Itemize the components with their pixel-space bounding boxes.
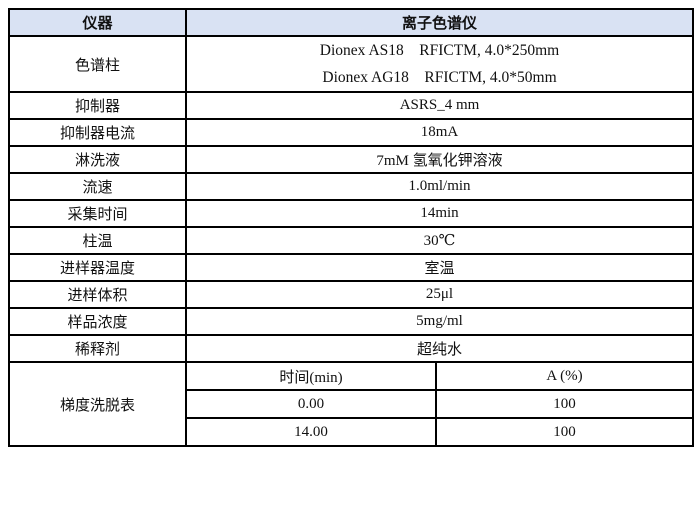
gradient-time-cell: 14.00 <box>185 417 437 447</box>
column-spec-line-1: Dionex AS18 RFICTM, 4.0*250mm <box>319 42 560 59</box>
header-instrument-cell: 仪器 <box>8 8 187 37</box>
table-row-sample-concentration: 样品浓度 5mg/ml <box>8 307 695 336</box>
instrument-parameters-table: 仪器 离子色谱仪 色谱柱 Dionex AS18 RFICTM, 4.0*250… <box>8 8 695 447</box>
param-value-cell: 超纯水 <box>184 334 695 363</box>
table-row-flow-rate: 流速 1.0ml/min <box>8 172 695 201</box>
param-value-cell: 5mg/ml <box>184 307 695 336</box>
param-label-cell: 流速 <box>8 172 187 201</box>
param-label-cell: 淋洗液 <box>8 145 187 174</box>
table-row-column: 色谱柱 Dionex AS18 RFICTM, 4.0*250mm Dionex… <box>8 35 695 93</box>
param-value-cell: Dionex AS18 RFICTM, 4.0*250mm Dionex AG1… <box>184 35 695 93</box>
column-spec-line-2: Dionex AG18 RFICTM, 4.0*50mm <box>322 69 557 86</box>
param-value-cell: 14min <box>184 199 695 228</box>
param-value-cell: 25μl <box>184 280 695 309</box>
table-row-diluent: 稀释剂 超纯水 <box>8 334 695 363</box>
gradient-label-cell: 梯度洗脱表 <box>8 361 187 447</box>
header-instrument-name-cell: 离子色谱仪 <box>184 8 695 37</box>
table-row-injector-temperature: 进样器温度 室温 <box>8 253 695 282</box>
gradient-data-row: 0.00 100 <box>9 389 695 419</box>
gradient-table-header-row: 梯度洗脱表 时间(min) A (%) <box>8 361 695 447</box>
table-row-suppressor-current: 抑制器电流 18mA <box>8 118 695 147</box>
gradient-time-cell: 0.00 <box>185 389 437 419</box>
gradient-col-time-header-cell: 时间(min) <box>185 361 437 391</box>
gradient-data-row: 14.00 100 <box>9 417 695 447</box>
param-label-cell: 色谱柱 <box>8 35 187 93</box>
param-value-cell: ASRS_4 mm <box>184 91 695 120</box>
param-value-cell: 室温 <box>184 253 695 282</box>
param-label-cell: 抑制器 <box>8 91 187 120</box>
param-label-cell: 稀释剂 <box>8 334 187 363</box>
param-value-cell: 1.0ml/min <box>184 172 695 201</box>
param-value-cell: 7mM 氢氧化钾溶液 <box>184 145 695 174</box>
param-label-cell: 样品浓度 <box>8 307 187 336</box>
param-value-cell: 30℃ <box>184 226 695 255</box>
table-row-eluent: 淋洗液 7mM 氢氧化钾溶液 <box>8 145 695 174</box>
param-value-cell: 18mA <box>184 118 695 147</box>
table-row-injection-volume: 进样体积 25μl <box>8 280 695 309</box>
table-header-row: 仪器 离子色谱仪 <box>8 8 695 37</box>
gradient-col-a-header-cell: A (%) <box>434 361 695 391</box>
table-row-column-temperature: 柱温 30℃ <box>8 226 695 255</box>
gradient-a-cell: 100 <box>434 389 695 419</box>
param-label-cell: 柱温 <box>8 226 187 255</box>
table-row-acquisition-time: 采集时间 14min <box>8 199 695 228</box>
param-label-cell: 采集时间 <box>8 199 187 228</box>
param-label-cell: 抑制器电流 <box>8 118 187 147</box>
table-row-suppressor: 抑制器 ASRS_4 mm <box>8 91 695 120</box>
gradient-a-cell: 100 <box>434 417 695 447</box>
param-label-cell: 进样器温度 <box>8 253 187 282</box>
param-label-cell: 进样体积 <box>8 280 187 309</box>
